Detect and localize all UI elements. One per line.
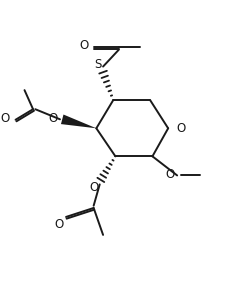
Text: S: S	[94, 58, 102, 71]
Text: O: O	[176, 122, 185, 135]
Text: O: O	[49, 112, 58, 125]
Text: O: O	[166, 168, 175, 181]
Text: O: O	[79, 39, 88, 52]
Text: O: O	[1, 112, 10, 125]
Polygon shape	[61, 115, 96, 128]
Text: O: O	[55, 218, 64, 231]
Text: O: O	[89, 181, 99, 194]
